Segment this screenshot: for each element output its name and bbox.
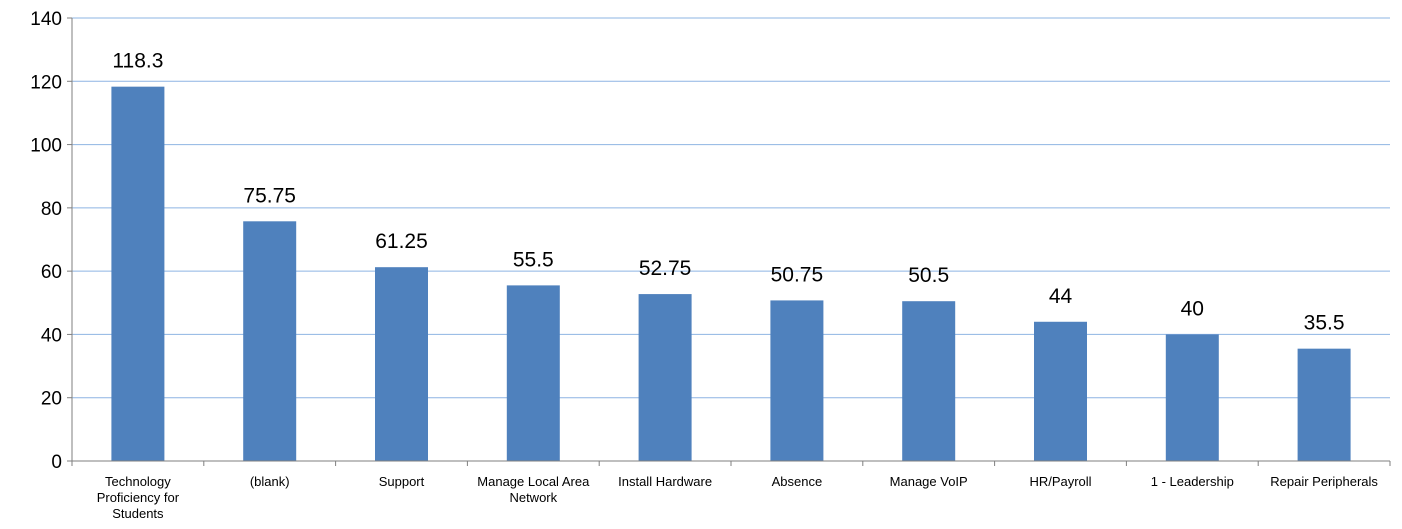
y-tick-label: 60 [41, 262, 62, 283]
bar [1034, 321, 1087, 461]
data-label: 118.3 [112, 50, 163, 73]
y-tick-label: 40 [41, 325, 62, 346]
x-tick-label: Manage Local Area Network [477, 474, 590, 505]
y-tick-label: 20 [41, 389, 62, 410]
bar [770, 300, 824, 461]
x-tick-label: (blank) [250, 474, 290, 489]
bar [638, 294, 692, 461]
bar [375, 267, 428, 461]
bar [1165, 334, 1219, 461]
category-labels: Technology Proficiency for Students (blank)… [97, 474, 1379, 521]
data-label: 75.75 [243, 184, 296, 207]
x-tick-label: Absence [772, 474, 823, 489]
x-tick-label: Manage VoIP [890, 474, 968, 489]
x-tick-label: Support [379, 474, 425, 489]
data-label: 52.75 [639, 257, 692, 280]
bar [111, 86, 165, 461]
bar [1297, 348, 1351, 461]
data-label: 50.5 [908, 264, 949, 287]
y-tick-label: 140 [30, 9, 62, 30]
data-label: 40 [1181, 297, 1204, 320]
x-tick-label: Install Hardware [618, 474, 712, 489]
data-label: 35.5 [1304, 312, 1345, 335]
x-tick-label: 1 - Leadership [1151, 474, 1234, 489]
axes [71, 18, 1391, 466]
data-label: 61.25 [375, 230, 428, 253]
y-tick-label: 100 [30, 136, 62, 157]
x-tick-label: Repair Peripherals [1270, 474, 1378, 489]
y-tick-label: 80 [41, 199, 62, 220]
data-label: 50.75 [771, 263, 824, 286]
data-label: 55.5 [513, 248, 554, 271]
y-tick-label: 0 [51, 452, 62, 473]
data-label: 44 [1049, 285, 1073, 308]
y-tick-label: 120 [30, 72, 62, 93]
bars [111, 86, 1351, 461]
bar [243, 221, 297, 461]
data-labels: 118.3 75.75 61.25 55.5 52.75 50.75 50.5 44 40 35.… [112, 50, 1344, 335]
x-tick-label: HR/Payroll [1029, 474, 1091, 489]
bar [902, 301, 956, 461]
x-tick-label: Technology Proficiency for Students [97, 474, 180, 521]
bar [506, 285, 560, 461]
y-axis-ticks: 0 20 40 60 80 100 120 140 [30, 9, 72, 473]
